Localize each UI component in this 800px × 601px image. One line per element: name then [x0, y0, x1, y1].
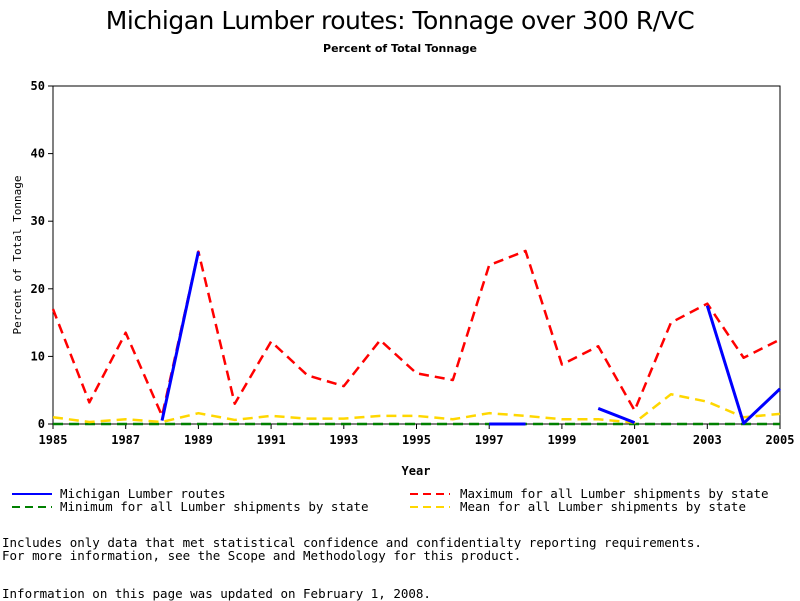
series-line-mean — [52, 393, 781, 424]
legend-label-michigan: Michigan Lumber routes — [60, 486, 226, 501]
x-tick-label: 1989 — [184, 433, 213, 447]
x-tick-label: 1985 — [39, 433, 68, 447]
y-tick-label: 20 — [31, 282, 45, 296]
y-tick-label: 30 — [31, 214, 45, 228]
x-tick-label: 1995 — [402, 433, 431, 447]
x-tick-label: 2001 — [620, 433, 649, 447]
plot-frame — [52, 85, 781, 425]
x-tick-label: 2005 — [766, 433, 795, 447]
legend-label-mean: Mean for all Lumber shipments by state — [460, 499, 746, 514]
y-tick-label: 40 — [31, 147, 45, 161]
legend-label-maximum: Maximum for all Lumber shipments by stat… — [460, 486, 769, 501]
y-tick-label: 50 — [31, 79, 45, 93]
series-line-michigan — [705, 305, 782, 425]
series-line-michigan — [597, 407, 636, 425]
legend-label-minimum: Minimum for all Lumber shipments by stat… — [60, 499, 369, 514]
x-axis: 1985 1987 1989 1991 1993 1995 1997 1999 2001 2003… — [39, 424, 795, 447]
x-tick-label: 1991 — [257, 433, 286, 447]
x-tick-label: 1987 — [111, 433, 140, 447]
series-group — [51, 249, 782, 426]
y-tick-label: 0 — [38, 417, 45, 431]
footnote-updated: Information on this page was updated on … — [2, 586, 431, 601]
x-tick-label: 1997 — [475, 433, 504, 447]
y-axis: 0 10 20 30 40 50 — [31, 79, 53, 431]
x-tick-label: 1993 — [329, 433, 358, 447]
chart-title: Michigan Lumber routes: Tonnage over 300… — [105, 6, 695, 35]
x-tick-label: 1999 — [547, 433, 576, 447]
footnote-methodology: For more information, see the Scope and … — [2, 548, 522, 563]
y-tick-label: 10 — [31, 349, 45, 363]
footnote-confidence: Includes only data that met statistical … — [2, 535, 702, 550]
x-tick-label: 2003 — [693, 433, 722, 447]
chart-subtitle: Percent of Total Tonnage — [323, 42, 477, 55]
y-axis-label: Percent of Total Tonnage — [11, 176, 24, 335]
x-axis-label: Year — [402, 464, 431, 478]
series-line-maximum — [51, 249, 781, 418]
series-line-michigan — [160, 251, 200, 421]
